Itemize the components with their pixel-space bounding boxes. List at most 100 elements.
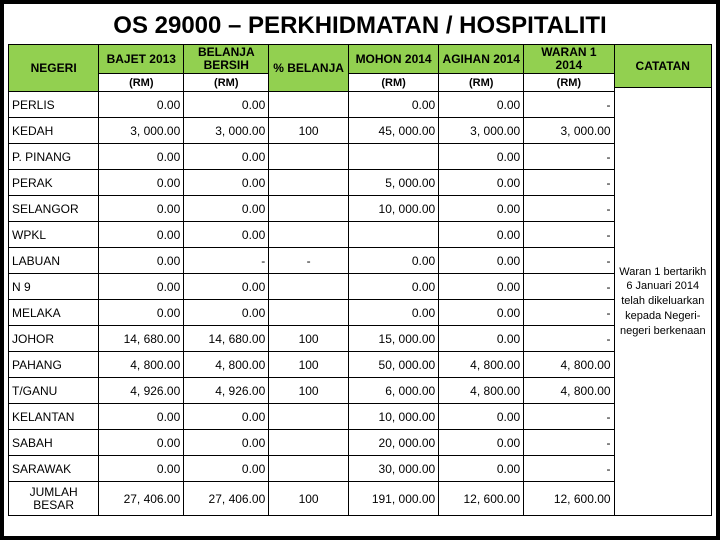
total-bajet: 27, 406.00 bbox=[99, 482, 184, 516]
cell-belanja: - bbox=[184, 248, 269, 274]
cell-bajet: 0.00 bbox=[99, 196, 184, 222]
table-row: N 90.000.000.000.00- bbox=[9, 274, 615, 300]
cell-belanja: 0.00 bbox=[184, 92, 269, 118]
cell-waran: - bbox=[524, 170, 614, 196]
cell-mohon: 0.00 bbox=[348, 274, 438, 300]
cell-waran: 4, 800.00 bbox=[524, 378, 614, 404]
cell-mohon: 20, 000.00 bbox=[348, 430, 438, 456]
cell-persen bbox=[269, 196, 349, 222]
cell-persen bbox=[269, 274, 349, 300]
cell-belanja: 0.00 bbox=[184, 196, 269, 222]
cell-persen: 100 bbox=[269, 118, 349, 144]
cell-negeri: JOHOR bbox=[9, 326, 99, 352]
unit-mohon: (RM) bbox=[348, 74, 438, 92]
cell-belanja: 0.00 bbox=[184, 456, 269, 482]
total-agihan: 12, 600.00 bbox=[439, 482, 524, 516]
cell-persen bbox=[269, 144, 349, 170]
total-belanja: 27, 406.00 bbox=[184, 482, 269, 516]
cell-negeri: MELAKA bbox=[9, 300, 99, 326]
col-negeri: NEGERI bbox=[9, 45, 99, 92]
cell-negeri: SARAWAK bbox=[9, 456, 99, 482]
cell-belanja: 0.00 bbox=[184, 300, 269, 326]
unit-bajet: (RM) bbox=[99, 74, 184, 92]
unit-belanja: (RM) bbox=[184, 74, 269, 92]
cell-agihan: 4, 800.00 bbox=[439, 352, 524, 378]
cell-belanja: 4, 800.00 bbox=[184, 352, 269, 378]
cell-bajet: 3, 000.00 bbox=[99, 118, 184, 144]
cell-belanja: 4, 926.00 bbox=[184, 378, 269, 404]
cell-agihan: 0.00 bbox=[439, 92, 524, 118]
table-row: SELANGOR0.000.0010, 000.000.00- bbox=[9, 196, 615, 222]
cell-mohon: 10, 000.00 bbox=[348, 404, 438, 430]
table-container: NEGERI BAJET 2013 BELANJA BERSIH % BELAN… bbox=[4, 44, 716, 516]
cell-mohon bbox=[348, 144, 438, 170]
table-row: KEDAH3, 000.003, 000.0010045, 000.003, 0… bbox=[9, 118, 615, 144]
cell-bajet: 0.00 bbox=[99, 430, 184, 456]
cell-agihan: 4, 800.00 bbox=[439, 378, 524, 404]
cell-waran: - bbox=[524, 300, 614, 326]
data-table: NEGERI BAJET 2013 BELANJA BERSIH % BELAN… bbox=[8, 44, 615, 516]
cell-mohon: 0.00 bbox=[348, 248, 438, 274]
cell-waran: - bbox=[524, 248, 614, 274]
table-row: JOHOR14, 680.0014, 680.0010015, 000.000.… bbox=[9, 326, 615, 352]
cell-waran: - bbox=[524, 404, 614, 430]
cell-agihan: 0.00 bbox=[439, 170, 524, 196]
cell-negeri: P. PINANG bbox=[9, 144, 99, 170]
cell-waran: - bbox=[524, 274, 614, 300]
cell-agihan: 0.00 bbox=[439, 404, 524, 430]
unit-agihan: (RM) bbox=[439, 74, 524, 92]
cell-bajet: 0.00 bbox=[99, 456, 184, 482]
cell-agihan: 0.00 bbox=[439, 326, 524, 352]
cell-agihan: 0.00 bbox=[439, 144, 524, 170]
table-row: MELAKA0.000.000.000.00- bbox=[9, 300, 615, 326]
cell-waran: - bbox=[524, 222, 614, 248]
cell-persen bbox=[269, 404, 349, 430]
catatan-header: CATATAN bbox=[615, 44, 712, 88]
cell-bajet: 0.00 bbox=[99, 248, 184, 274]
total-row: JUMLAH BESAR27, 406.0027, 406.00100191, … bbox=[9, 482, 615, 516]
cell-negeri: PERLIS bbox=[9, 92, 99, 118]
cell-belanja: 0.00 bbox=[184, 274, 269, 300]
cell-bajet: 14, 680.00 bbox=[99, 326, 184, 352]
cell-persen bbox=[269, 92, 349, 118]
cell-agihan: 0.00 bbox=[439, 430, 524, 456]
catatan-body: Waran 1 bertarikh 6 Januari 2014 telah d… bbox=[615, 88, 712, 516]
cell-belanja: 0.00 bbox=[184, 430, 269, 456]
cell-persen: 100 bbox=[269, 378, 349, 404]
cell-negeri: T/GANU bbox=[9, 378, 99, 404]
cell-agihan: 3, 000.00 bbox=[439, 118, 524, 144]
cell-negeri: KEDAH bbox=[9, 118, 99, 144]
col-belanja: BELANJA BERSIH bbox=[184, 45, 269, 74]
cell-bajet: 4, 926.00 bbox=[99, 378, 184, 404]
cell-belanja: 0.00 bbox=[184, 404, 269, 430]
cell-bajet: 0.00 bbox=[99, 274, 184, 300]
col-agihan: AGIHAN 2014 bbox=[439, 45, 524, 74]
table-row: KELANTAN0.000.0010, 000.000.00- bbox=[9, 404, 615, 430]
table-row: PERLIS0.000.000.000.00- bbox=[9, 92, 615, 118]
cell-mohon: 30, 000.00 bbox=[348, 456, 438, 482]
cell-bajet: 0.00 bbox=[99, 92, 184, 118]
cell-negeri: PERAK bbox=[9, 170, 99, 196]
cell-belanja: 3, 000.00 bbox=[184, 118, 269, 144]
cell-negeri: KELANTAN bbox=[9, 404, 99, 430]
cell-bajet: 0.00 bbox=[99, 170, 184, 196]
cell-bajet: 0.00 bbox=[99, 222, 184, 248]
catatan-column: CATATAN Waran 1 bertarikh 6 Januari 2014… bbox=[615, 44, 712, 516]
cell-belanja: 0.00 bbox=[184, 144, 269, 170]
unit-waran: (RM) bbox=[524, 74, 614, 92]
cell-waran: - bbox=[524, 144, 614, 170]
table-row: PERAK0.000.005, 000.000.00- bbox=[9, 170, 615, 196]
cell-persen: 100 bbox=[269, 326, 349, 352]
cell-bajet: 0.00 bbox=[99, 144, 184, 170]
cell-waran: 3, 000.00 bbox=[524, 118, 614, 144]
cell-belanja: 14, 680.00 bbox=[184, 326, 269, 352]
page-title: OS 29000 – PERKHIDMATAN / HOSPITALITI bbox=[4, 4, 716, 44]
col-bajet: BAJET 2013 bbox=[99, 45, 184, 74]
cell-agihan: 0.00 bbox=[439, 456, 524, 482]
cell-belanja: 0.00 bbox=[184, 170, 269, 196]
cell-mohon: 0.00 bbox=[348, 300, 438, 326]
cell-waran: - bbox=[524, 326, 614, 352]
cell-belanja: 0.00 bbox=[184, 222, 269, 248]
cell-mohon bbox=[348, 222, 438, 248]
cell-persen bbox=[269, 170, 349, 196]
